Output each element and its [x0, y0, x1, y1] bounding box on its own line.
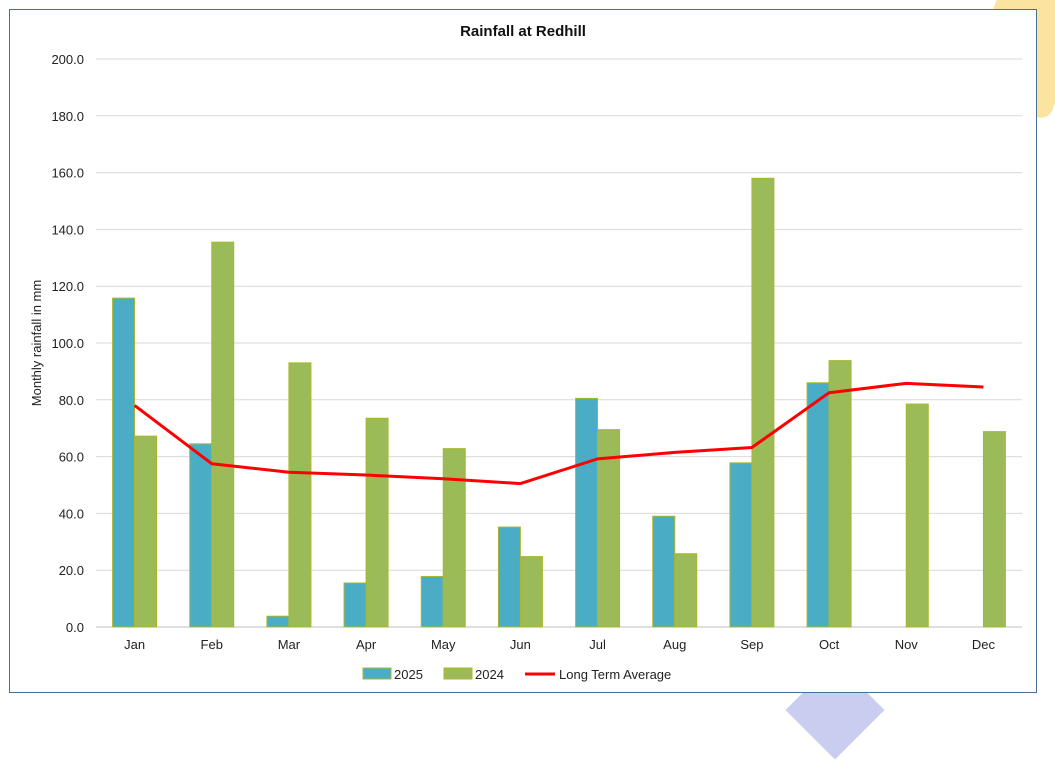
- legend: 2025 2024 Long Term Average: [362, 667, 671, 682]
- y-tick-label: 160.0: [51, 166, 84, 181]
- bar-2024: [982, 431, 1006, 628]
- y-tick-label: 180.0: [51, 109, 84, 124]
- y-tick-label: 20.0: [59, 563, 84, 578]
- bar-2024: [674, 553, 698, 628]
- line-long-term-average: [133, 381, 984, 486]
- y-tick-label: 0.0: [66, 620, 84, 635]
- x-tick-label: Oct: [819, 637, 840, 652]
- bar-2025: [497, 526, 521, 628]
- bars: [112, 177, 1006, 628]
- bar-2025: [652, 515, 676, 628]
- legend-label: 2024: [475, 667, 504, 682]
- x-tick-label: Jan: [124, 637, 145, 652]
- bar-2024: [519, 556, 543, 628]
- x-tick-label: Apr: [356, 637, 377, 652]
- bar-2025: [112, 297, 136, 628]
- y-tick-label: 200.0: [51, 52, 84, 67]
- bar-2025: [343, 582, 367, 628]
- bar-2024: [365, 417, 389, 628]
- x-tick-label: Jun: [510, 637, 531, 652]
- bar-2024: [211, 241, 235, 628]
- y-axis-title: Monthly rainfall in mm: [29, 280, 44, 406]
- average-line: [133, 381, 984, 486]
- legend-label: Long Term Average: [559, 667, 671, 682]
- x-tick-label: Dec: [972, 637, 996, 652]
- y-tick-label: 120.0: [51, 279, 84, 294]
- bar-2024: [905, 403, 929, 628]
- x-tick-label: Aug: [663, 637, 686, 652]
- bar-2025: [806, 382, 830, 628]
- gridlines: [96, 58, 1022, 628]
- bar-2024: [597, 429, 621, 628]
- y-tick-label: 60.0: [59, 450, 84, 465]
- legend-swatch: [443, 667, 473, 680]
- x-tick-label: Sep: [740, 637, 763, 652]
- bar-2025: [575, 397, 599, 628]
- bar-2025: [729, 462, 753, 628]
- y-tick-label: 40.0: [59, 506, 84, 521]
- bar-2024: [828, 360, 852, 628]
- x-tick-label: Nov: [895, 637, 919, 652]
- x-tick-label: Mar: [278, 637, 301, 652]
- rainfall-chart: Rainfall at Redhill Monthly rainfall in …: [29, 23, 1022, 682]
- chart-title: Rainfall at Redhill: [460, 23, 586, 40]
- legend-swatch: [362, 667, 392, 680]
- bar-2025: [189, 443, 213, 628]
- x-tick-label: Feb: [201, 637, 223, 652]
- bar-2024: [442, 448, 466, 628]
- bar-2024: [134, 435, 158, 628]
- bar-2024: [751, 177, 775, 628]
- bar-2025: [266, 615, 290, 628]
- bar-2025: [420, 575, 444, 628]
- bar-2024: [288, 362, 312, 628]
- y-axis-ticks: 0.0 20.0 40.0 60.0 80.0 100.0 120.0 140.0 160.0 1…: [51, 52, 84, 635]
- x-tick-label: Jul: [589, 637, 606, 652]
- y-tick-label: 80.0: [59, 393, 84, 408]
- x-tick-label: May: [431, 637, 456, 652]
- y-tick-label: 100.0: [51, 336, 84, 351]
- x-axis-ticks: Jan Feb Mar Apr May Jun Jul Aug Sep Oct Nov Dec: [124, 637, 995, 652]
- y-tick-label: 140.0: [51, 222, 84, 237]
- legend-label: 2025: [394, 667, 423, 682]
